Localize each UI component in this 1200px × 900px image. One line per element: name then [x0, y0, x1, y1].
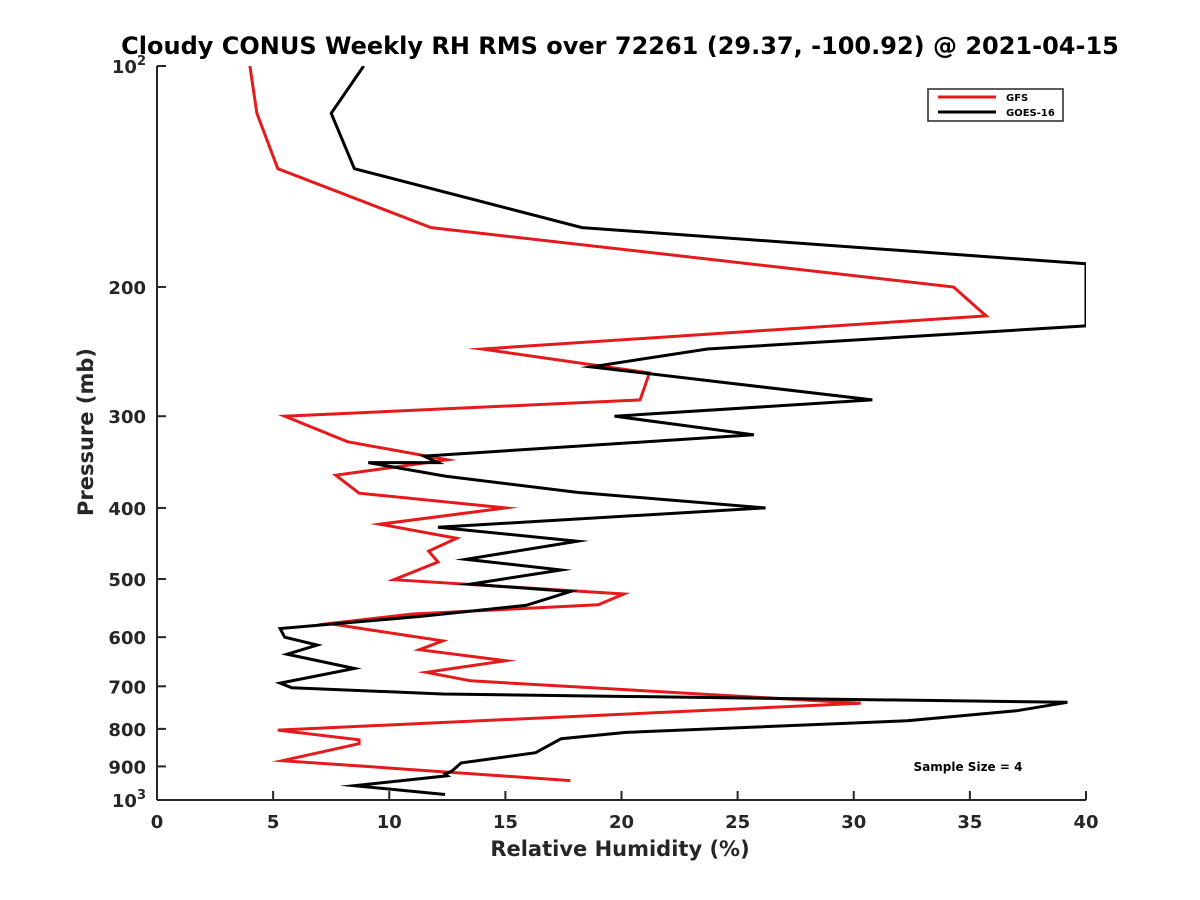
x-tick-label: 30 [841, 812, 866, 833]
series-lines [248, 66, 1086, 796]
y-tick-label: 102 [112, 54, 146, 78]
y-tick-label-base: 400 [108, 499, 146, 520]
series-line-goes-16 [274, 66, 1086, 796]
y-tick-label-base: 10 [112, 57, 137, 78]
y-tick-label-exponent: 2 [137, 54, 146, 69]
legend-label: GFS [1006, 93, 1028, 104]
legend-label: GOES-16 [1006, 108, 1055, 119]
x-tick-label: 10 [377, 812, 402, 833]
y-tick-label-base: 700 [108, 677, 146, 698]
y-tick-label: 400 [108, 499, 146, 520]
y-tick-label: 200 [108, 278, 146, 299]
y-tick-label-base: 600 [108, 628, 146, 649]
y-tick-label: 103 [112, 788, 146, 812]
legend-box [927, 88, 1064, 122]
y-tick-label: 300 [108, 407, 146, 428]
x-tick-label: 0 [151, 812, 164, 833]
chart-title: Cloudy CONUS Weekly RH RMS over 72261 (2… [121, 32, 1119, 60]
y-tick-label-exponent: 3 [137, 788, 146, 803]
series-line-gfs [248, 66, 990, 783]
y-tick-label: 800 [108, 720, 146, 741]
y-tick-label-base: 800 [108, 720, 146, 741]
y-axis-label: Pressure (mb) [74, 348, 98, 516]
x-tick-label: 20 [609, 812, 634, 833]
y-tick-label-base: 10 [112, 791, 137, 812]
legend: GFS GOES-16 [927, 88, 1064, 122]
x-axis-label: Relative Humidity (%) [490, 837, 749, 861]
y-tick-label-base: 200 [108, 278, 146, 299]
y-tick-label: 500 [108, 570, 146, 591]
x-tick-label: 25 [725, 812, 750, 833]
x-tick-label: 40 [1073, 812, 1098, 833]
y-tick-label-base: 500 [108, 570, 146, 591]
y-tick-label: 900 [108, 757, 146, 778]
x-tick-label: 15 [493, 812, 518, 833]
y-tick-label-base: 900 [108, 757, 146, 778]
y-tick-label-base: 300 [108, 407, 146, 428]
x-tick-label: 5 [267, 812, 280, 833]
y-tick-label: 700 [108, 677, 146, 698]
y-tick-label: 600 [108, 628, 146, 649]
x-tick-label: 35 [957, 812, 982, 833]
plot-area: 0 5 10 15 20 25 30 35 40102200300400500600700800… [108, 54, 1098, 833]
sample-size-annotation: Sample Size = 4 [914, 760, 1023, 774]
